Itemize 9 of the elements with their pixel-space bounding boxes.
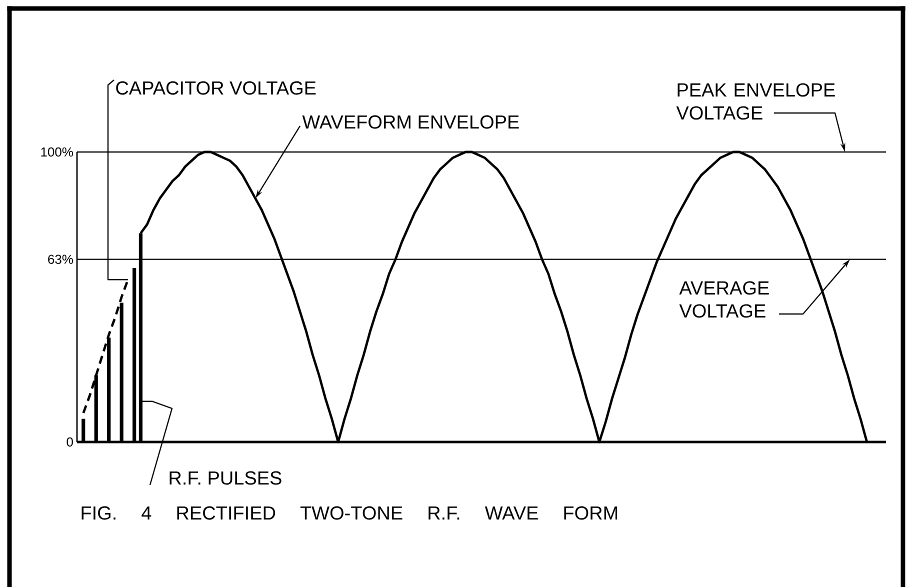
text: FIG. 4 RECTIFIED TWO-TONE R.F. WAVE FORM bbox=[82, 506, 618, 520]
y-tick-label: 63% bbox=[48, 254, 74, 264]
y-tick-label: 100% bbox=[41, 147, 74, 157]
text: WAVEFORM ENVELOPE bbox=[302, 115, 519, 129]
text: PEAK ENVELOPE VOLTAGE bbox=[676, 83, 835, 120]
text: R.F. PULSES bbox=[170, 471, 282, 485]
ref-line-label: AVERAGE VOLTAGE bbox=[679, 281, 769, 318]
text: CAPACITOR VOLTAGE bbox=[116, 81, 316, 95]
y-tick-label: 0 bbox=[66, 437, 73, 447]
